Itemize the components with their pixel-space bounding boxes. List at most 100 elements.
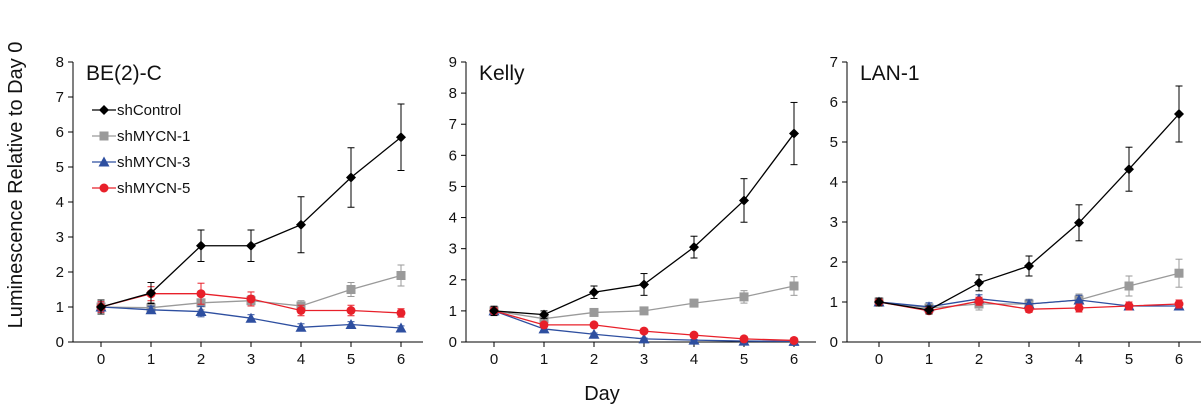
x-tick-label: 0 — [875, 351, 883, 368]
data-point — [296, 306, 306, 315]
data-point — [1074, 303, 1084, 313]
y-tick-label: 0 — [56, 334, 64, 351]
y-tick-label: 8 — [56, 54, 64, 71]
data-point — [789, 128, 799, 139]
legend-marker — [99, 105, 109, 115]
series-shcontrol — [489, 101, 799, 320]
series-shcontrol — [874, 85, 1184, 315]
data-point — [395, 322, 407, 333]
legend: shControl shMYCN-1 shMYCN-3 shMYCN-5 — [92, 102, 190, 197]
data-point — [974, 296, 984, 306]
panel-title: Kelly — [479, 62, 525, 85]
x-tick-label: 2 — [197, 351, 205, 368]
panel-lan-1: 0 1 2 3 4 5 6 7 0 1 2 3 4 5 6 LAN-1 — [830, 54, 1201, 368]
data-point — [589, 320, 599, 330]
y-tick-label: 6 — [449, 147, 457, 164]
data-point — [689, 298, 699, 308]
data-point — [739, 292, 749, 302]
data-point — [539, 309, 549, 320]
x-tick-label: 4 — [297, 351, 305, 368]
legend-label: shMYCN-3 — [117, 154, 190, 171]
x-tick-label: 5 — [1125, 351, 1133, 368]
panels: 0 1 2 3 4 5 6 7 8 0 1 2 3 4 5 6 BE(2)-C 0 1 2 3 4 5 6 7 8 9 0 1 2 3 4 5 6… — [56, 54, 1201, 368]
data-point — [96, 302, 106, 312]
data-point — [639, 279, 649, 290]
legend-label: shMYCN-5 — [117, 180, 190, 197]
data-point — [296, 219, 306, 230]
y-tick-label: 2 — [56, 264, 64, 281]
y-tick-label: 9 — [449, 54, 457, 71]
x-tick-label: 4 — [1075, 351, 1083, 368]
y-tick-label: 4 — [449, 210, 457, 227]
data-point — [396, 308, 406, 318]
y-tick-label: 3 — [56, 229, 64, 246]
y-tick-label: 0 — [830, 334, 838, 351]
y-tick-label: 1 — [449, 303, 457, 320]
data-point — [924, 305, 934, 315]
y-axis-title: Luminescence Relative to Day 0 — [5, 42, 27, 329]
x-tick-label: 1 — [925, 351, 933, 368]
panel-kelly: 0 1 2 3 4 5 6 7 8 9 0 1 2 3 4 5 6 Kelly — [449, 54, 816, 368]
data-point — [346, 172, 356, 183]
data-point — [1174, 299, 1184, 309]
data-point — [589, 307, 599, 317]
y-tick-label: 7 — [830, 54, 838, 71]
data-point — [396, 132, 406, 143]
data-point — [1074, 217, 1084, 228]
data-point — [1174, 268, 1184, 278]
data-point — [789, 335, 799, 345]
y-tick-label: 5 — [56, 159, 64, 176]
data-point — [589, 287, 599, 298]
y-tick-label: 1 — [56, 299, 64, 316]
data-point — [1124, 281, 1134, 291]
data-point — [974, 277, 984, 288]
panel-title: BE(2)-C — [86, 62, 162, 85]
data-point — [145, 304, 157, 315]
x-tick-label: 5 — [347, 351, 355, 368]
data-point — [639, 326, 649, 336]
data-point — [539, 320, 549, 330]
x-tick-label: 4 — [690, 351, 698, 368]
series-line — [878, 113, 1180, 311]
y-tick-label: 3 — [830, 214, 838, 231]
data-point — [1174, 109, 1184, 119]
data-point — [396, 271, 406, 280]
data-point — [874, 297, 884, 307]
legend-label: shControl — [117, 102, 181, 119]
data-point — [346, 285, 356, 294]
legend-marker — [99, 183, 109, 193]
x-tick-label: 0 — [490, 351, 498, 368]
y-tick-label: 5 — [449, 178, 457, 195]
series-shcontrol — [96, 103, 406, 315]
y-tick-label: 4 — [56, 194, 64, 211]
legend-item-shmycn-5: shMYCN-5 — [92, 180, 190, 197]
x-tick-label: 6 — [397, 351, 405, 368]
data-point — [146, 288, 156, 298]
y-tick-label: 7 — [449, 116, 457, 133]
data-point — [1024, 304, 1034, 314]
legend-item-shmycn-1: shMYCN-1 — [92, 128, 190, 145]
y-tick-label: 5 — [830, 134, 838, 151]
y-tick-label: 1 — [830, 294, 838, 311]
data-point — [245, 312, 257, 323]
y-tick-label: 4 — [830, 174, 838, 191]
y-tick-label: 0 — [449, 334, 457, 351]
data-point — [1073, 294, 1085, 305]
data-point — [1024, 261, 1034, 271]
x-tick-label: 1 — [540, 351, 548, 368]
data-point — [295, 321, 307, 332]
series-shmycn-5 — [96, 282, 406, 318]
y-tick-label: 2 — [830, 254, 838, 271]
y-tick-label: 6 — [830, 94, 838, 111]
x-tick-label: 0 — [97, 351, 105, 368]
data-point — [1124, 164, 1134, 175]
data-point — [346, 306, 356, 315]
y-tick-label: 3 — [449, 241, 457, 258]
data-point — [638, 333, 650, 344]
legend-marker — [98, 156, 110, 167]
data-point — [246, 294, 256, 304]
legend-item-shmycn-3: shMYCN-3 — [92, 154, 190, 171]
panel-title: LAN-1 — [860, 62, 920, 85]
data-point — [739, 195, 749, 206]
